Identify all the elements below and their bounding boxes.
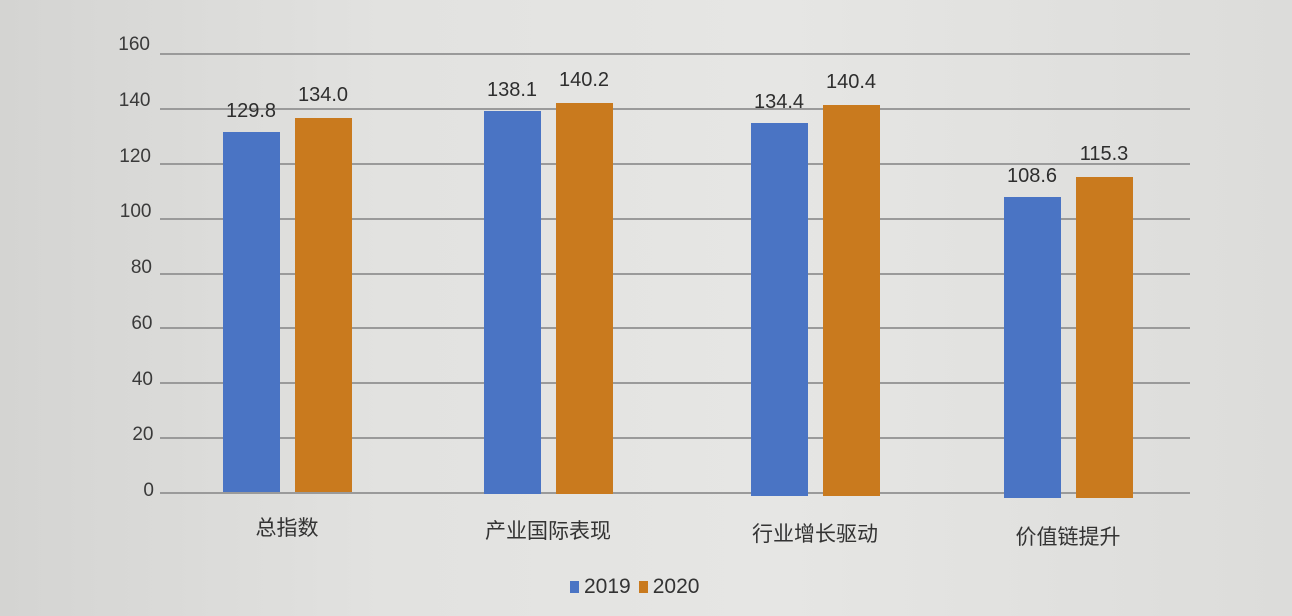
gridline-140 [160, 108, 1190, 111]
bar-2020-1 [555, 103, 613, 494]
bar-2020-2 [822, 104, 880, 496]
legend-swatch-2020 [638, 581, 648, 593]
legend-swatch-2019 [570, 581, 579, 593]
value-label: 134.4 [753, 91, 805, 114]
value-label: 140.2 [558, 69, 610, 92]
y-tick-label: 100 [119, 201, 152, 223]
bar-2019-2 [750, 123, 808, 496]
bar-2019-3 [1003, 197, 1061, 498]
gridline-100 [160, 217, 1190, 220]
gridline-20 [160, 437, 1190, 440]
value-label: 134.0 [297, 84, 349, 107]
gridline-40 [160, 382, 1190, 385]
value-label: 138.1 [486, 79, 538, 102]
y-tick-label: 80 [130, 257, 152, 278]
value-label: 115.3 [1079, 142, 1129, 165]
legend: 2019 2020 [570, 575, 699, 599]
gridline-0 [160, 492, 1190, 494]
y-tick-label: 20 [132, 424, 154, 446]
category-label: 产业国际表现 [485, 520, 611, 543]
gridline-120 [160, 162, 1190, 165]
gridline-160 [160, 53, 1190, 56]
bar-2020-0 [294, 118, 352, 492]
category-label: 价值链提升 [1015, 526, 1121, 549]
y-tick-label: 120 [119, 145, 151, 167]
gridline-60 [160, 327, 1190, 330]
y-tick-label: 140 [118, 89, 151, 111]
category-label: 行业增长驱动 [752, 523, 878, 546]
legend-item-2020: 2020 [638, 575, 700, 599]
y-tick-label: 40 [131, 368, 153, 390]
bar-2020-3 [1075, 176, 1133, 498]
value-label: 129.8 [225, 100, 277, 123]
y-tick-label: 160 [118, 34, 150, 55]
bar-2019-0 [222, 132, 280, 492]
value-label: 140.4 [825, 70, 877, 93]
legend-label-2019: 2019 [584, 575, 631, 598]
legend-label-2020: 2020 [652, 575, 700, 598]
value-label: 108.6 [1006, 165, 1058, 188]
y-tick-label: 0 [143, 480, 154, 501]
category-label: 总指数 [255, 517, 319, 540]
legend-item-2019: 2019 [570, 575, 631, 599]
y-tick-label: 60 [131, 312, 153, 334]
bar-2019-1 [483, 111, 541, 494]
gridline-80 [160, 272, 1190, 275]
